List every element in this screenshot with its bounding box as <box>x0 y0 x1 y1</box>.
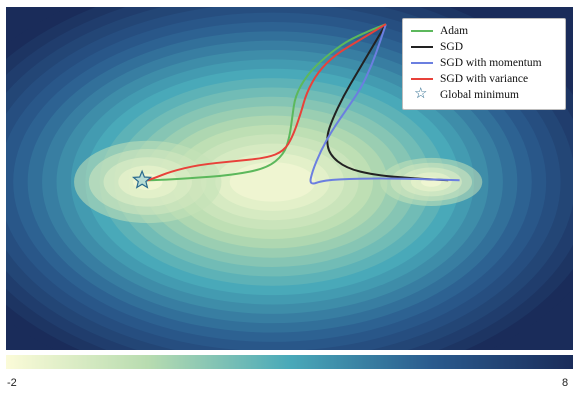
legend-swatch-adam <box>411 30 433 32</box>
legend-swatch-sgd-momentum <box>411 62 433 64</box>
trajectory-lines <box>141 23 460 185</box>
colorbar <box>6 355 573 369</box>
legend: Adam SGD SGD with momentum SGD with vari… <box>402 18 566 110</box>
colorbar-min-label: -2 <box>7 377 17 389</box>
legend-entry-sgd: SGD <box>403 39 565 55</box>
legend-entry-adam: Adam <box>403 23 565 39</box>
series-line-sgd <box>326 23 449 182</box>
contour-level <box>229 162 316 202</box>
legend-label-sgd: SGD <box>440 41 464 53</box>
legend-entry-sgd-momentum: SGD with momentum <box>403 55 565 71</box>
legend-label-global-minimum: Global minimum <box>440 89 519 101</box>
legend-swatch-sgd <box>411 46 433 48</box>
series-line-sgd-with-momentum <box>309 23 460 185</box>
legend-entry-global-minimum: ☆ Global minimum <box>403 86 565 103</box>
star-icon: ☆ <box>414 86 428 102</box>
legend-entry-sgd-variance: SGD with variance <box>403 71 565 87</box>
legend-swatch-sgd-variance <box>411 78 433 80</box>
marker-layer <box>131 169 153 189</box>
legend-label-adam: Adam <box>440 25 469 37</box>
series-line-sgd-with-variance <box>141 23 387 183</box>
series-line-adam <box>142 23 387 182</box>
legend-label-sgd-variance: SGD with variance <box>440 73 529 85</box>
legend-label-sgd-momentum: SGD with momentum <box>440 57 542 69</box>
colorbar-max-label: 8 <box>562 377 569 389</box>
global-minimum-star <box>131 169 153 189</box>
